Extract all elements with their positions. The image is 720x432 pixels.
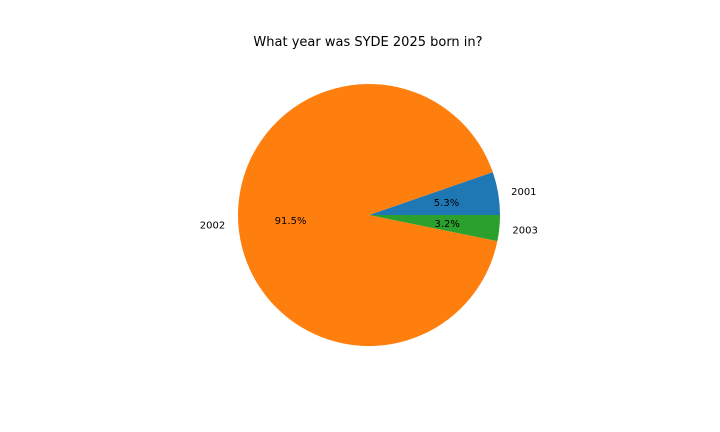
chart-title: What year was SYDE 2025 born in?	[253, 35, 482, 50]
pie-slice-2003	[369, 215, 500, 242]
slice-percent-2001: 5.3%	[434, 198, 459, 209]
slice-label-2003: 2003	[512, 225, 537, 236]
slice-percent-2002: 91.5%	[275, 216, 307, 227]
pie-slices	[238, 84, 500, 347]
pie-slice-2002	[238, 84, 498, 347]
slice-percent-2003: 3.2%	[435, 219, 460, 230]
pie-labels: 2001 5.3% 2002 91.5% 2003 3.2%	[200, 187, 538, 236]
pie-slice-2001	[369, 172, 500, 215]
slice-label-2001: 2001	[511, 187, 536, 198]
slice-label-2002: 2002	[200, 220, 225, 231]
